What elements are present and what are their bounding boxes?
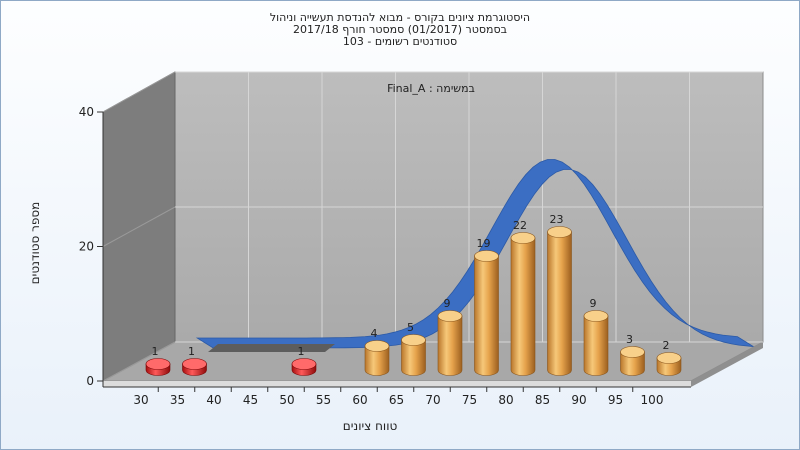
y-tick-label: 0 — [86, 374, 94, 388]
chart-title-line-3: סטודנטים רשומים - 103 — [342, 35, 458, 48]
x-tick-label: 40 — [206, 393, 221, 407]
bar-cap — [145, 358, 171, 370]
grid-side — [102, 71, 176, 113]
bar-value-label: 9 — [444, 297, 451, 310]
bar-body — [510, 237, 536, 376]
bar: 4 — [364, 327, 390, 376]
curve-shadow — [208, 344, 335, 352]
bar-value-label: 19 — [477, 237, 491, 250]
x-tick-label: 85 — [535, 393, 550, 407]
bar-body — [547, 231, 572, 376]
bar-body — [620, 351, 645, 376]
bar-value-label: 23 — [550, 213, 564, 226]
x-tick-label: 75 — [462, 393, 477, 407]
bar-cap — [656, 352, 682, 364]
chart-title-line-2: בסמסטר (01/2017) סמסטר חורף 2017/18 — [293, 23, 507, 36]
x-tick-label: 100 — [641, 393, 664, 407]
bar: 9 — [583, 297, 609, 376]
bar: 23 — [547, 213, 572, 376]
bar: 22 — [510, 219, 536, 376]
bar-value-label: 2 — [663, 339, 670, 352]
x-axis-label: טווח ציונים — [342, 419, 398, 433]
x-tick-label: 95 — [608, 393, 623, 407]
x-tick-label: 90 — [571, 393, 586, 407]
x-tick-label: 55 — [316, 393, 331, 407]
bar-value-label: 22 — [513, 219, 527, 232]
x-tick-label: 80 — [498, 393, 513, 407]
bar-value-label: 5 — [407, 321, 414, 334]
bar-body — [437, 315, 463, 376]
bar-value-label: 1 — [188, 345, 195, 358]
y-tick-label: 40 — [79, 105, 94, 119]
bar: 1 — [182, 345, 207, 376]
bar-body — [474, 255, 499, 376]
chart-subtitle: במשימה : Final_A — [387, 82, 475, 95]
bar-value-label: 3 — [626, 333, 633, 346]
bar-cap — [401, 334, 426, 346]
bar: 1 — [291, 345, 317, 376]
bar-value-label: 1 — [298, 345, 305, 358]
bar: 9 — [437, 297, 463, 376]
bar-value-label: 9 — [590, 297, 597, 310]
x-tick-label: 65 — [389, 393, 404, 407]
grid-side — [102, 341, 176, 382]
bars: 1 1 1 4 5 9 19 22 23 9 3 2 — [145, 213, 682, 376]
bar-cap — [547, 226, 572, 238]
bar: 2 — [656, 339, 682, 376]
bar-cap — [364, 340, 390, 352]
bar-body — [401, 339, 426, 376]
bar-cap — [620, 346, 645, 358]
x-tick-label: 60 — [352, 393, 367, 407]
x-tick-label: 45 — [243, 393, 258, 407]
y-tick-label: 20 — [79, 240, 94, 254]
bar-cap — [474, 250, 499, 262]
bar: 3 — [620, 333, 645, 376]
floor-front-edge — [103, 381, 691, 387]
bar-body — [364, 345, 390, 376]
bar: 5 — [401, 321, 426, 376]
gridlines — [102, 71, 763, 382]
bar-value-label: 4 — [371, 327, 378, 340]
bar-cap — [182, 358, 207, 370]
x-tick-label: 70 — [425, 393, 440, 407]
bar: 19 — [474, 237, 499, 376]
bar-cap — [510, 232, 536, 244]
floor-right-edge — [691, 342, 763, 387]
bar-cap — [437, 310, 463, 322]
x-tick-label: 50 — [279, 393, 294, 407]
grid-side — [102, 206, 176, 247]
y-axis-label: מספר סטודנטים — [28, 201, 42, 285]
chart-title-line-1: היסטוגרמת ציונים בקורס - מבוא להנדסת תעש… — [269, 11, 531, 24]
x-tick-label: 30 — [133, 393, 148, 407]
bar-cap — [583, 310, 609, 322]
bar: 1 — [145, 345, 171, 376]
bar-body — [583, 315, 609, 376]
bar-value-label: 1 — [152, 345, 159, 358]
x-tick-label: 35 — [170, 393, 185, 407]
bar-cap — [291, 358, 317, 370]
